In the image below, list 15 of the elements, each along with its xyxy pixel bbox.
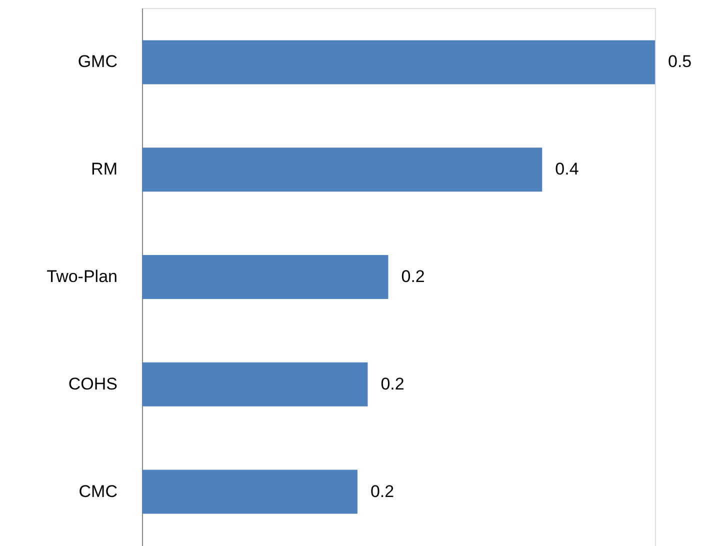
y-tick-label: RM bbox=[91, 160, 118, 179]
data-label: 0.4 bbox=[555, 160, 579, 179]
y-tick-label: GMC bbox=[78, 52, 118, 72]
data-label: 0.2 bbox=[370, 482, 394, 501]
bar bbox=[142, 148, 542, 192]
y-tick-label: COHS bbox=[68, 374, 118, 394]
y-tick-label: CMC bbox=[78, 482, 118, 501]
bar bbox=[142, 40, 655, 84]
data-label: 0.2 bbox=[401, 267, 425, 286]
bar bbox=[142, 254, 388, 300]
data-label: 0.5 bbox=[668, 52, 692, 72]
bar bbox=[142, 470, 358, 514]
y-tick-label: Two-Plan bbox=[46, 267, 118, 286]
data-label: 0.2 bbox=[380, 374, 404, 394]
bar bbox=[142, 362, 368, 406]
